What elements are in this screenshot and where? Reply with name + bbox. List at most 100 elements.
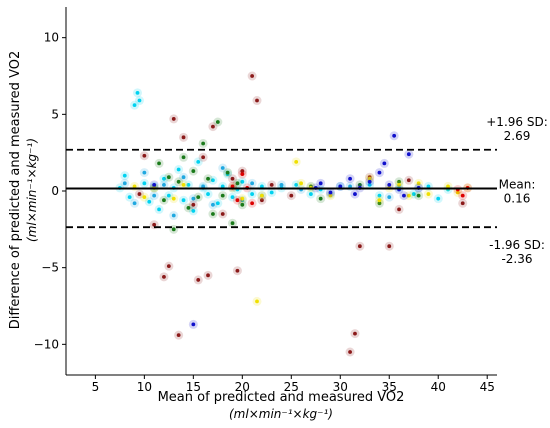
data-point [162,176,166,181]
reference-label-lower: -1.96 SD: [489,238,545,252]
data-point [152,182,157,187]
data-point [387,182,392,187]
data-point [357,244,362,249]
data-point [186,182,191,187]
data-point [181,135,186,140]
data-point [201,184,206,189]
data-point [220,184,225,189]
data-point [377,198,382,203]
data-point [240,196,245,201]
data-point [411,192,416,196]
data-point [240,179,245,184]
data-point [308,192,313,196]
data-point [196,195,201,200]
reference-lines [66,148,497,229]
data-point [220,212,225,216]
data-point [181,198,186,203]
data-point [279,182,284,187]
data-point [162,182,166,187]
data-point [353,192,357,196]
data-point [294,182,299,187]
data-point [299,181,303,186]
data-point [338,184,343,189]
data-point [397,207,401,212]
data-point [211,124,215,129]
data-point [367,176,372,181]
data-point [318,181,323,186]
data-point [406,193,411,198]
data-point [220,166,225,170]
data-point [397,179,401,184]
x-tick-label: 35 [382,380,397,394]
data-point [436,196,441,201]
data-point [402,193,406,198]
data-point [191,169,196,173]
x-tick-label: 10 [137,380,152,394]
data-point [181,155,186,160]
data-point [220,193,225,198]
data-point [367,179,372,184]
reference-value-mean: 0.16 [504,192,531,206]
data-point [132,103,137,108]
x-tick-label: 40 [431,380,446,394]
data-point [132,184,137,189]
data-point [122,181,127,186]
x-tick-label: 30 [333,380,348,394]
data-point [250,192,255,196]
y-axis-unit: (ml×min⁻¹×kg⁻¹) [25,138,39,242]
data-point [250,74,255,78]
data-point [260,193,264,198]
data-point [387,244,392,249]
data-point [201,155,206,160]
data-point [181,175,186,180]
data-point [191,322,196,327]
data-point [255,98,259,103]
data-point [289,193,294,198]
data-point [157,161,161,166]
data-point [230,184,235,189]
x-axis-unit: (ml×min⁻¹×kg⁻¹) [229,407,333,421]
y-tick-label: −5 [41,261,59,275]
data-point [127,195,132,200]
data-point [357,182,362,187]
data-point [460,201,465,206]
data-point [171,117,176,121]
data-point [416,181,421,186]
data-point [137,192,142,196]
y-tick-label: 0 [51,184,59,198]
data-point [406,152,411,157]
data-point [255,299,259,304]
data-point [269,182,274,187]
data-point [191,196,196,201]
reference-value-upper: 2.69 [504,129,531,143]
data-point [240,169,245,173]
data-point [250,201,255,206]
data-point [318,196,323,201]
data-point [171,227,176,232]
data-point [196,278,201,282]
data-point [446,184,450,189]
x-axis-label: Mean of predicted and measured VO2 [158,390,405,405]
data-point [186,205,191,210]
data-point [211,202,215,207]
y-tick-label: 5 [51,107,59,121]
data-point [328,190,333,195]
data-point [166,175,171,180]
data-point [260,184,264,189]
data-point [377,170,382,175]
data-point [152,193,157,198]
data-point [397,182,401,187]
data-point [181,182,186,187]
reference-label-mean: Mean: [499,178,536,192]
data-point [230,176,235,181]
data-point [235,268,240,273]
reference-line-labels: +1.96 SD:2.69 Mean:0.16 -1.96 SD:-2.36 [486,115,548,266]
data-point [162,198,166,203]
data-point [416,193,421,198]
y-axis-label: Difference of predicted and measured VO2 [8,51,23,329]
data-point [142,153,147,158]
data-point [225,170,230,175]
data-point [348,176,352,181]
data-point [235,181,240,186]
